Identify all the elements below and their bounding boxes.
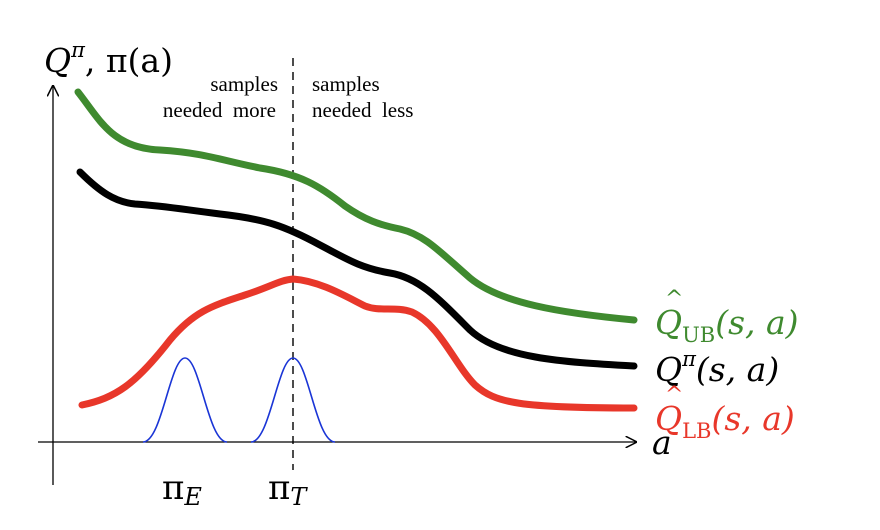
- q-pi-curve: [76, 168, 638, 370]
- annotation-right-line2: needed less: [312, 98, 413, 122]
- y-axis-label: Qπ, π(a): [44, 38, 173, 80]
- svg-text:QLB(s, a): QLB(s, a): [655, 399, 795, 443]
- svg-text:QUB(s, a): QUB(s, a): [655, 303, 799, 347]
- annotation-left-line2: needed more: [163, 98, 276, 122]
- legend-q-pi: Qπ(s, a): [655, 347, 779, 389]
- annotation-left-line1: samples: [210, 72, 278, 96]
- pi-e-label: πE: [162, 468, 202, 511]
- q-lower-bound-curve: [78, 275, 638, 412]
- svg-text:Qπ(s, a): Qπ(s, a): [655, 347, 779, 389]
- pi-e-peak: [142, 357, 228, 443]
- legend-q-lower-bound: ^ QLB(s, a): [655, 383, 795, 443]
- svg-text:^: ^: [665, 383, 683, 408]
- legend-q-upper-bound: ^ QUB(s, a): [655, 287, 799, 347]
- q-upper-bound-curve: [74, 88, 638, 324]
- pi-t-peak: [250, 357, 336, 443]
- svg-text:^: ^: [665, 287, 683, 312]
- x-axis-label: a: [652, 423, 672, 462]
- pi-t-label: πT: [268, 468, 308, 511]
- annotation-right-line1: samples: [312, 72, 380, 96]
